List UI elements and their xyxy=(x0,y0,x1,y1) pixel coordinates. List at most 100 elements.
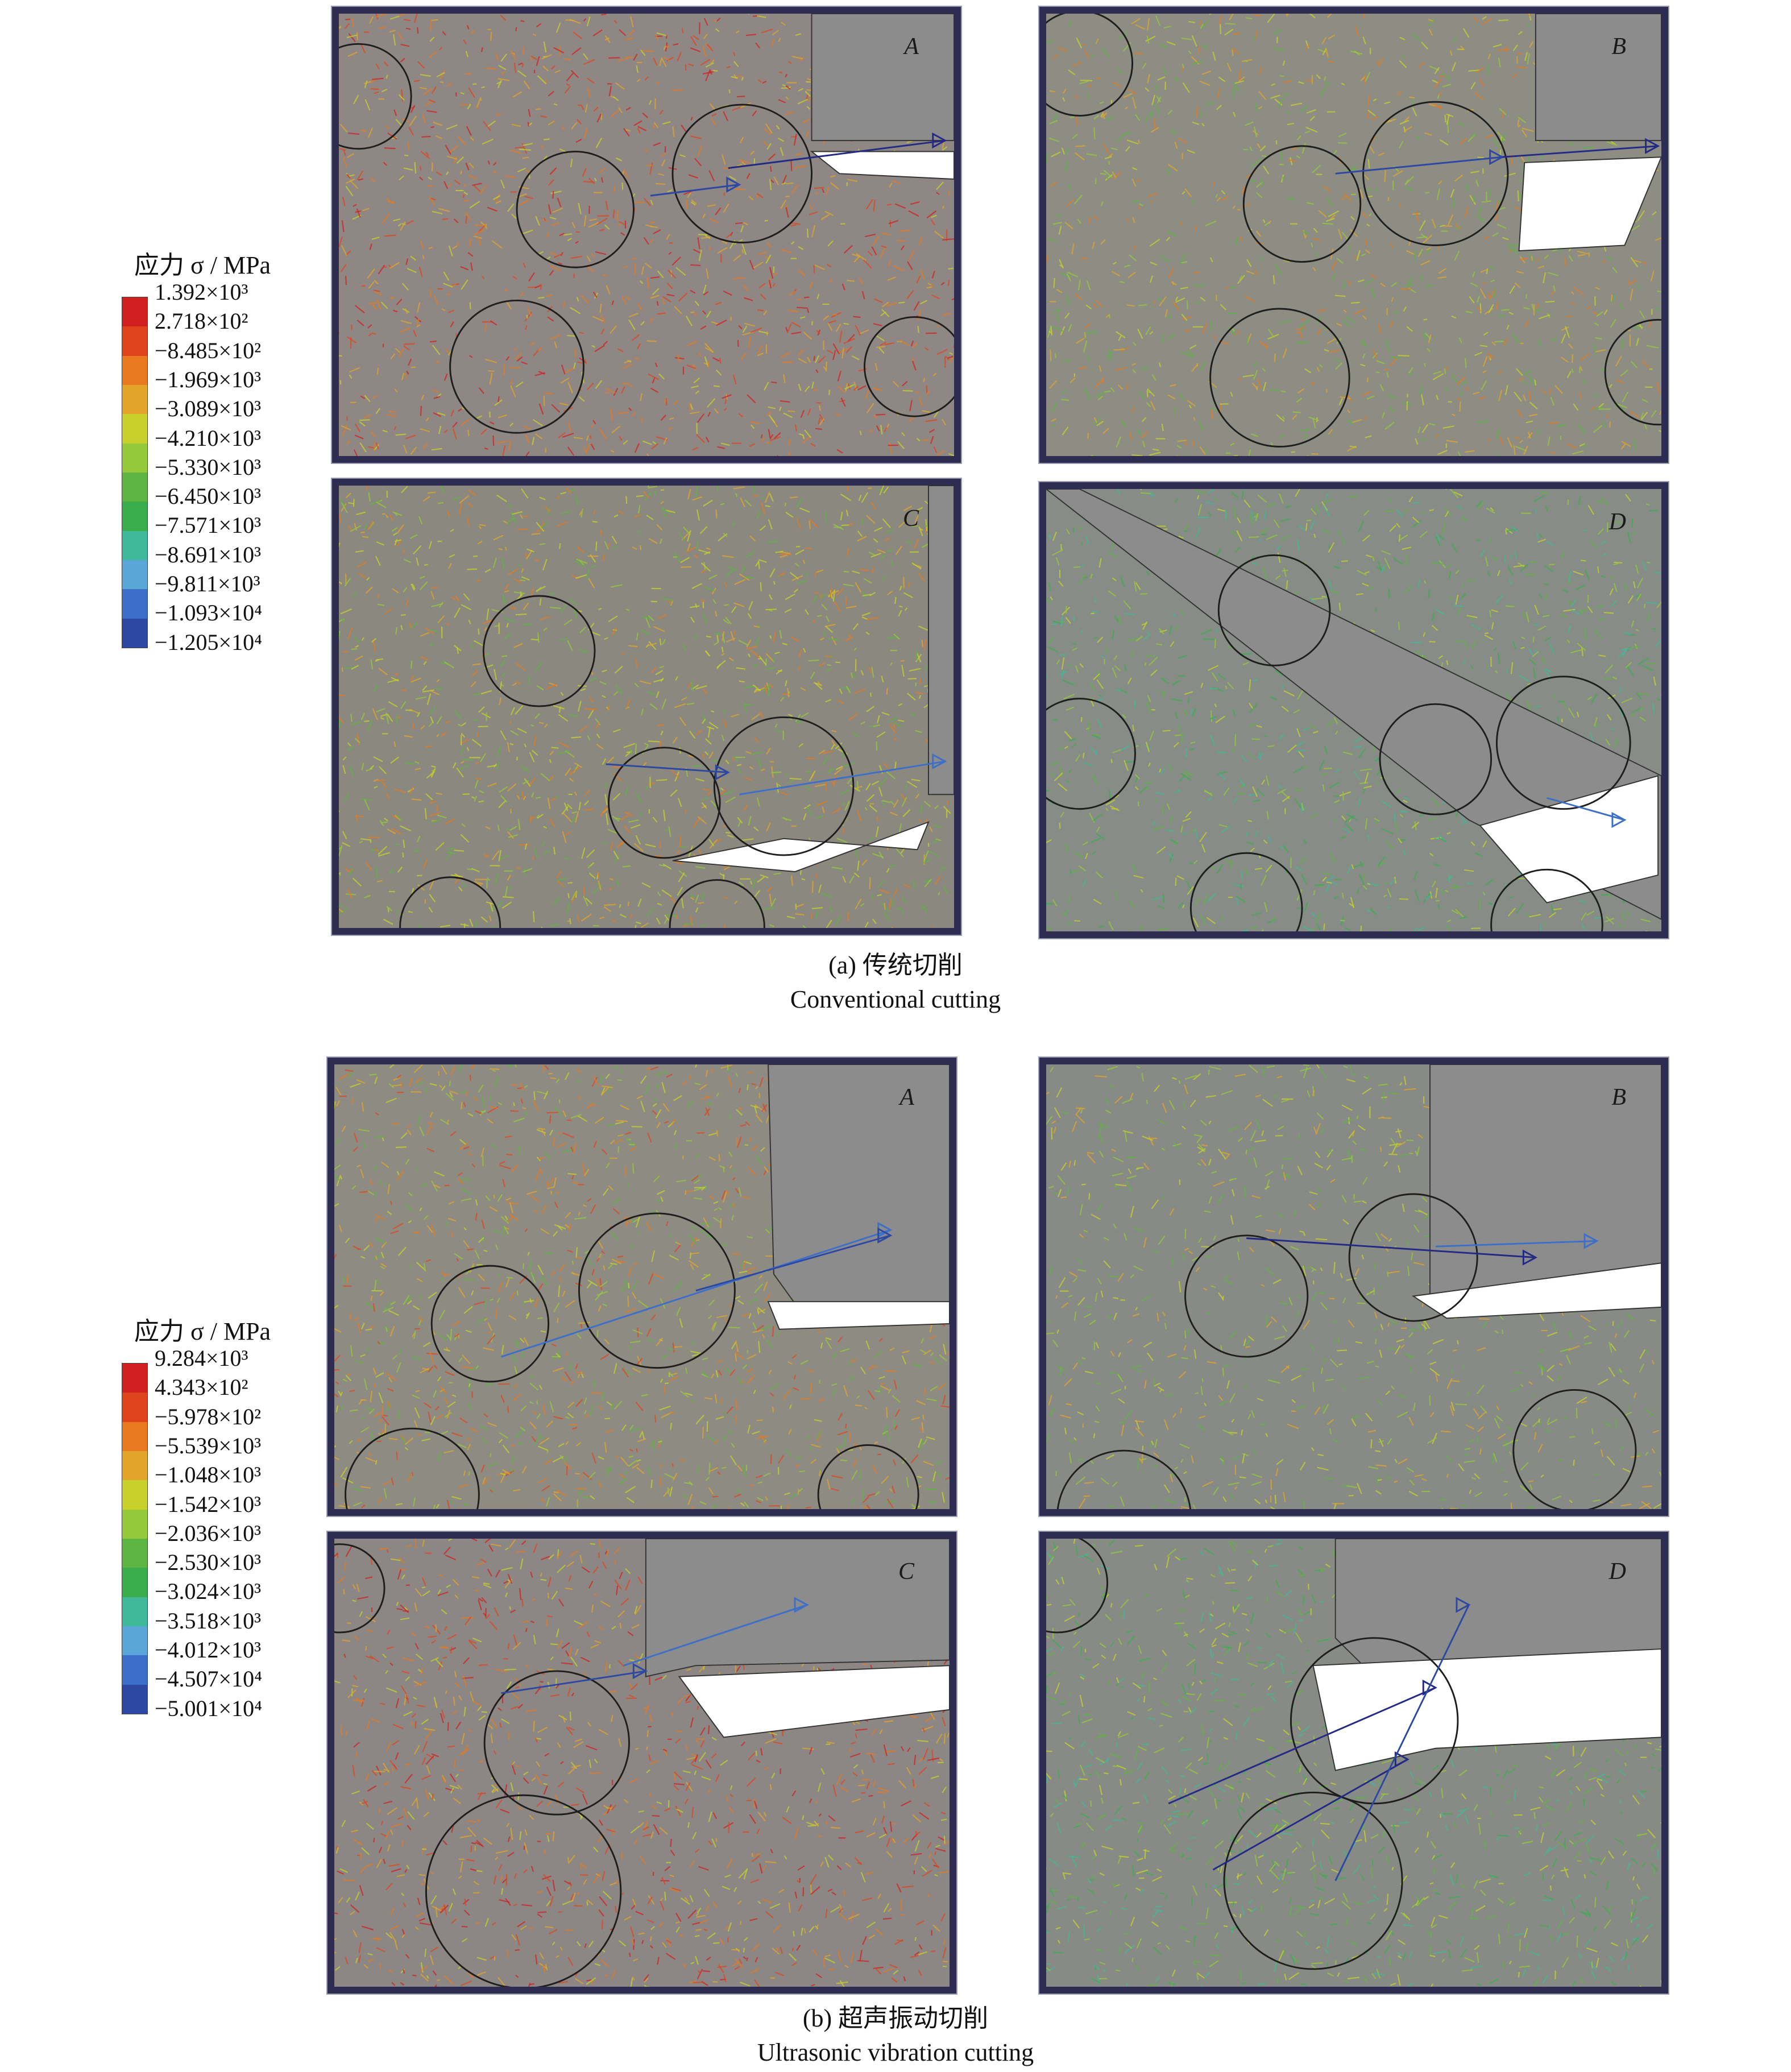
stress-vector xyxy=(1241,490,1244,499)
stress-vector xyxy=(690,915,694,927)
stress-vector xyxy=(709,218,719,224)
stress-vector xyxy=(771,39,775,47)
stress-vector xyxy=(868,724,873,728)
stress-vector xyxy=(900,245,905,251)
stress-vector xyxy=(371,237,380,240)
stress-vector xyxy=(1069,115,1075,119)
stress-vector xyxy=(359,442,367,453)
stress-vector xyxy=(1323,873,1331,875)
stress-vector xyxy=(1372,352,1378,359)
stress-vector xyxy=(727,566,738,571)
stress-vector xyxy=(603,906,612,913)
stress-vector xyxy=(1210,409,1213,420)
stress-vector xyxy=(915,691,924,695)
stress-vector xyxy=(356,561,368,568)
stress-vector xyxy=(1435,536,1441,546)
stress-vector xyxy=(583,59,595,65)
stress-vector xyxy=(490,865,500,867)
stress-vector xyxy=(884,342,894,346)
stress-vector xyxy=(686,341,698,347)
stress-vector xyxy=(880,554,886,560)
stress-vector xyxy=(1181,316,1192,320)
stress-vector xyxy=(1389,524,1396,532)
stress-vector xyxy=(765,254,772,264)
stress-vector xyxy=(762,80,767,84)
stress-vector xyxy=(702,753,706,759)
stress-vector xyxy=(344,23,350,30)
stress-vector xyxy=(1426,247,1431,251)
stress-vector xyxy=(903,577,905,589)
stress-vector xyxy=(641,266,645,275)
stress-vector xyxy=(1232,87,1236,96)
stress-vector xyxy=(1254,102,1259,112)
stress-vector xyxy=(560,377,570,384)
stress-vector xyxy=(610,110,619,118)
stress-vector xyxy=(1197,504,1202,516)
stress-vector xyxy=(1135,114,1141,121)
stress-vector xyxy=(1350,301,1360,304)
stress-vector xyxy=(1420,260,1431,266)
stress-vector xyxy=(853,255,861,263)
stress-vector xyxy=(942,418,947,426)
stress-vector xyxy=(346,746,355,752)
stress-vector xyxy=(514,146,524,149)
stress-vector xyxy=(1413,250,1416,260)
stress-vector xyxy=(1592,311,1599,316)
stress-vector xyxy=(1336,358,1341,363)
stress-vector xyxy=(1324,745,1328,755)
stress-vector xyxy=(782,175,787,185)
stress-vector xyxy=(1105,390,1111,393)
stress-vector xyxy=(1334,768,1341,773)
stress-vector xyxy=(785,512,794,518)
stress-vector xyxy=(923,639,927,650)
stress-vector xyxy=(1465,450,1475,453)
stress-vector xyxy=(825,655,832,658)
stress-vector xyxy=(1594,629,1602,639)
stress-vector xyxy=(737,768,741,774)
stress-vector xyxy=(1133,875,1144,879)
stress-vector xyxy=(731,606,737,614)
stress-vector xyxy=(774,652,780,654)
stress-vector xyxy=(710,800,718,809)
stress-vector xyxy=(1066,273,1071,281)
stress-vector xyxy=(770,179,774,183)
stress-vector xyxy=(507,203,515,212)
stress-vector xyxy=(583,18,587,22)
stress-vector xyxy=(1267,14,1275,23)
legend-tick-label: −1.048×10³ xyxy=(155,1462,262,1488)
stress-vector xyxy=(1611,295,1616,302)
stress-vector xyxy=(1422,234,1432,244)
stress-vector xyxy=(821,893,833,898)
stress-vector xyxy=(440,486,445,493)
stress-vector xyxy=(470,681,476,687)
stress-vector xyxy=(766,748,771,755)
stress-vector xyxy=(797,98,809,105)
stress-vector xyxy=(1079,663,1084,668)
stress-vector xyxy=(1322,49,1326,55)
stress-vector xyxy=(530,57,533,61)
stress-vector xyxy=(458,886,463,892)
stress-vector xyxy=(857,860,860,871)
stress-vector xyxy=(705,650,710,656)
stress-vector xyxy=(396,299,403,305)
stress-vector xyxy=(466,747,470,751)
stress-vector xyxy=(744,322,756,327)
stress-vector xyxy=(389,262,400,269)
stress-vector xyxy=(1633,581,1636,589)
stress-vector xyxy=(1101,47,1110,58)
stress-vector xyxy=(1483,331,1489,336)
stress-vector xyxy=(649,703,658,710)
stress-vector xyxy=(1149,238,1160,247)
stress-vector xyxy=(1534,705,1541,708)
stress-vector xyxy=(715,301,722,305)
stress-vector xyxy=(640,417,644,422)
stress-vector xyxy=(1656,601,1661,608)
stress-vector xyxy=(1245,869,1249,876)
stress-vector xyxy=(1509,285,1515,295)
stress-vector xyxy=(376,867,378,879)
stress-vector xyxy=(1073,851,1084,859)
stress-vector xyxy=(514,353,522,360)
stress-vector xyxy=(459,171,463,175)
stress-vector xyxy=(1113,349,1125,351)
principal-stress-vector xyxy=(728,139,946,169)
